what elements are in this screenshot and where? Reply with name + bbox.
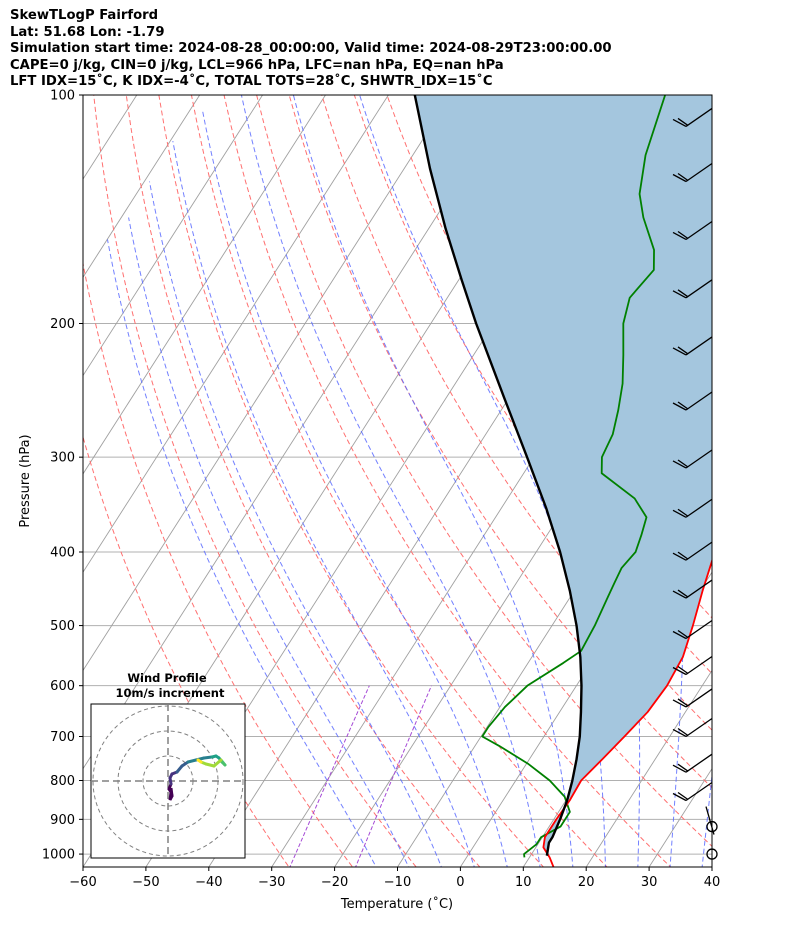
x-tick-label: 30: [641, 875, 658, 890]
cin-shaded-area: [414, 95, 712, 856]
title-location: Lat: 51.68 Lon: -1.79: [10, 24, 165, 40]
y-tick-label: 800: [50, 774, 75, 789]
y-tick-label: 900: [50, 813, 75, 828]
wind-barb: [672, 688, 713, 708]
y-tick-label: 400: [50, 546, 75, 561]
temperature-line: [542, 557, 712, 867]
chart-title-block: SkewTLogP Fairford Lat: 51.68 Lon: -1.79…: [10, 8, 612, 91]
dry-adiabat: [83, 260, 354, 867]
dry-adiabat: [256, 95, 712, 847]
y-tick-label: 600: [50, 679, 75, 694]
hodograph-subtitle: 10m/s increment: [116, 686, 225, 700]
isotherm: [459, 473, 712, 867]
wind-barb: [672, 279, 713, 299]
isotherm: [83, 95, 389, 573]
wind-barb: [672, 107, 713, 127]
dry-adiabat: [83, 435, 290, 867]
x-axis-label: Temperature (˚C): [340, 896, 453, 912]
y-tick-label: 1000: [42, 848, 75, 863]
x-tick-label: −50: [132, 875, 159, 890]
wind-barbs: [672, 107, 718, 860]
wind-barb: [672, 220, 713, 241]
hodograph-segment: [196, 758, 203, 764]
y-tick-label: 100: [50, 89, 75, 104]
hodograph-rings: [91, 704, 245, 858]
y-tick-label: 200: [50, 317, 75, 332]
x-tick-label: 40: [704, 875, 721, 890]
isotherm: [83, 95, 327, 475]
moist-adiabat: [148, 181, 442, 867]
isotherm: [585, 669, 712, 867]
dry-adiabat: [158, 95, 545, 867]
mixing-ratio-line: [289, 685, 370, 867]
dry-adiabat: [353, 95, 712, 675]
wind-barb: [672, 449, 713, 469]
x-tick-label: −40: [195, 875, 222, 890]
wind-barb: [672, 655, 713, 676]
title-times: Simulation start time: 2024-08-28_00:00:…: [10, 41, 612, 57]
moist-adiabat: [128, 217, 410, 867]
wind-barb: [672, 619, 713, 640]
isotherm: [0, 60, 96, 885]
isotherm: [83, 95, 452, 672]
x-tick-label: 10: [515, 875, 532, 890]
title-indices-1: CAPE=0 j/kg, CIN=0 j/kg, LCL=966 hPa, LF…: [10, 57, 504, 73]
hodograph-trace: [167, 754, 227, 801]
wind-barb: [672, 781, 713, 802]
wind-barb: [672, 753, 713, 773]
title-indices-2: LFT IDX=15˚C, K IDX=-4˚C, TOTAL TOTS=28˚…: [10, 74, 493, 90]
moist-adiabat: [172, 140, 475, 867]
sounding-profiles: [413, 95, 712, 867]
y-axis-label: Pressure (hPa): [18, 434, 33, 527]
hodograph-inset: Wind Profile 10m/s increment: [90, 671, 246, 859]
wind-barb: [672, 336, 713, 356]
dry-adiabat: [723, 60, 794, 885]
wind-barb: [672, 717, 713, 738]
parcel-line: [413, 95, 583, 856]
x-tick-label: −20: [321, 875, 348, 890]
dry-adiabat: [190, 95, 608, 867]
dry-adiabat: [786, 60, 794, 885]
wind-barb: [672, 541, 713, 561]
hodograph-segment: [212, 758, 223, 768]
y-tick-label: 500: [50, 619, 75, 634]
moist-adiabat: [240, 95, 541, 867]
isotherm: [83, 95, 201, 279]
title-station: SkewTLogP Fairford: [10, 8, 159, 23]
moist-adiabat: [202, 110, 508, 867]
dewpoint-line: [481, 95, 666, 858]
y-tick-label: 300: [50, 451, 75, 466]
dry-adiabat: [754, 60, 794, 885]
axes: −60 −50 −40 −30 −20 −10 0 10 20 30 40 100 200 300 400 5…: [42, 89, 720, 891]
hodograph-title: Wind Profile: [127, 671, 207, 685]
wind-barb: [672, 498, 713, 518]
wind-barb: [672, 579, 713, 599]
dry-adiabat: [125, 95, 481, 867]
x-tick-label: −10: [384, 875, 411, 890]
dry-adiabat: [223, 95, 672, 867]
y-tick-label: 700: [50, 730, 75, 745]
wind-barb: [672, 162, 713, 183]
dry-adiabat: [93, 95, 417, 867]
moist-adiabat: [292, 95, 574, 867]
wind-barb: [672, 391, 713, 411]
mixing-ratio-line: [355, 685, 432, 867]
isotherm: [83, 95, 264, 377]
x-tick-label: −60: [69, 875, 96, 890]
x-tick-label: 0: [456, 875, 464, 890]
x-tick-label: 20: [578, 875, 595, 890]
x-tick-label: −30: [258, 875, 285, 890]
moist-adiabat: [106, 239, 377, 867]
cape-cin-shading: [414, 95, 712, 856]
isotherm: [711, 866, 712, 867]
